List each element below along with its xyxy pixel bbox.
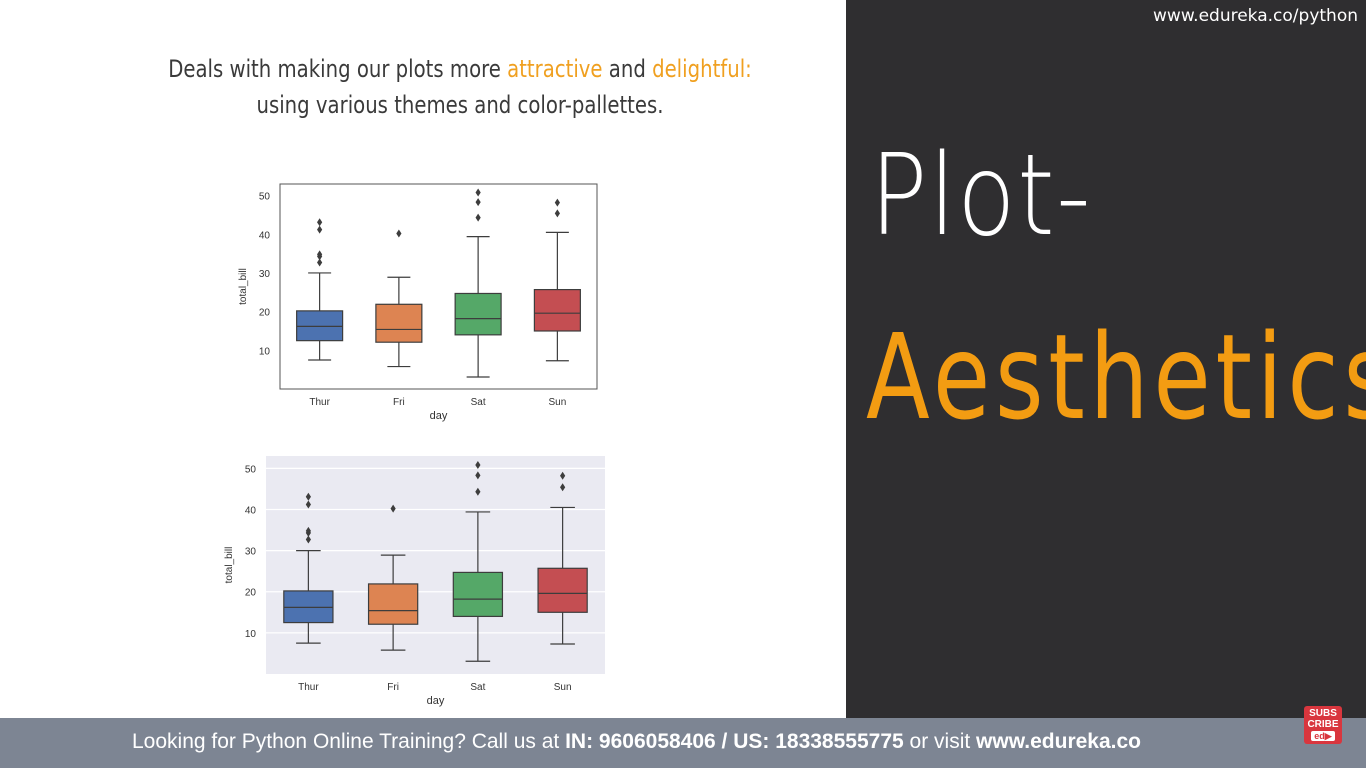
box-thur	[283, 590, 334, 624]
outlier-point	[317, 218, 323, 227]
y-tick-label: 20	[259, 308, 271, 319]
x-tick-label: Sat	[470, 682, 485, 693]
y-tick-label: 10	[245, 629, 257, 640]
boxplot-white-style: 10 20 30 40 50 Thur Fri Sat Sun day total_bill	[238, 183, 598, 422]
outlier-point	[317, 225, 323, 234]
outlier-point	[317, 258, 323, 267]
outlier-point	[475, 487, 481, 496]
outlier-point	[560, 471, 566, 480]
promo-text: Looking for Python Online Training? Call…	[132, 730, 1141, 754]
outlier-point	[305, 526, 311, 535]
box-fri	[375, 303, 423, 343]
y-tick-label: 30	[259, 269, 271, 280]
boxplot-darkgrid-style: 10 20 30 40 50 Thur Fri Sat Sun day total_bill	[224, 456, 605, 707]
subscribe-label2: CRIBE	[1307, 719, 1339, 730]
y-axis-label: total_bill	[224, 547, 235, 584]
heading-mid: and	[602, 55, 653, 83]
promo-banner[interactable]: Looking for Python Online Training? Call…	[0, 718, 1366, 768]
y-tick-label: 50	[259, 192, 271, 203]
outlier-point	[475, 461, 481, 470]
title-line2: Aesthetics	[866, 308, 1366, 446]
outlier-point	[554, 209, 560, 218]
outlier-point	[475, 471, 481, 480]
outlier-point	[475, 198, 481, 207]
x-tick-label: Fri	[387, 682, 399, 693]
x-tick-label: Fri	[393, 397, 405, 408]
y-axis-label: total_bill	[238, 268, 249, 305]
x-axis-label: day	[430, 410, 448, 422]
outlier-point	[560, 483, 566, 492]
x-tick-label: Thur	[298, 682, 319, 693]
source-url: www.edureka.co/python	[1153, 6, 1358, 26]
outlier-point	[396, 229, 402, 238]
x-tick-label: Sun	[554, 682, 572, 693]
y-tick-label: 40	[245, 505, 257, 516]
x-tick-label: Sat	[471, 397, 486, 408]
promo-text-1: Looking for Python Online Training? Call…	[132, 730, 566, 753]
outlier-point	[554, 198, 560, 207]
y-tick-label: 10	[259, 346, 271, 357]
box-sun	[537, 567, 588, 613]
subscribe-label1: SUBS	[1309, 708, 1337, 719]
box-sun	[533, 288, 581, 332]
promo-phone: IN: 9606058406 / US: 18338555775	[565, 730, 904, 753]
outlier-point	[305, 500, 311, 509]
y-tick-label: 30	[245, 547, 257, 558]
plot-frame	[279, 183, 598, 390]
x-axis-label: day	[427, 695, 445, 707]
box-sat	[454, 292, 502, 336]
outlier-point	[305, 535, 311, 544]
box-fri	[367, 583, 419, 625]
plot-background	[266, 456, 605, 674]
heading-word-attractive: attractive	[507, 55, 603, 83]
x-tick-label: Thur	[309, 397, 330, 408]
heading-word-delightful: delightful:	[652, 55, 752, 83]
promo-text-2: or visit	[903, 730, 977, 753]
box-sat	[452, 571, 504, 618]
outlier-point	[390, 504, 396, 513]
promo-website: www.edureka.co	[976, 730, 1141, 753]
heading-prefix: Deals with making our plots more	[168, 55, 508, 83]
y-tick-label: 50	[245, 464, 257, 475]
x-tick-label: Sun	[548, 397, 566, 408]
outlier-point	[305, 492, 311, 501]
outlier-point	[475, 213, 481, 222]
outlier-point	[475, 188, 481, 197]
title-panel	[846, 0, 1366, 718]
title-line1: Plot-	[870, 131, 1093, 261]
slide-content: Deals with making our plots more attract…	[165, 55, 755, 707]
slide-heading-line2: using various themes and color-pallettes…	[256, 91, 664, 119]
y-tick-label: 40	[259, 230, 271, 241]
outlier-point	[317, 250, 323, 259]
slide-heading-line1: Deals with making our plots more attract…	[165, 55, 755, 83]
subscribe-play-icon: ed▶	[1311, 731, 1335, 741]
subscribe-button[interactable]: SUBS CRIBE ed▶	[1304, 706, 1342, 744]
y-tick-label: 20	[245, 588, 257, 599]
